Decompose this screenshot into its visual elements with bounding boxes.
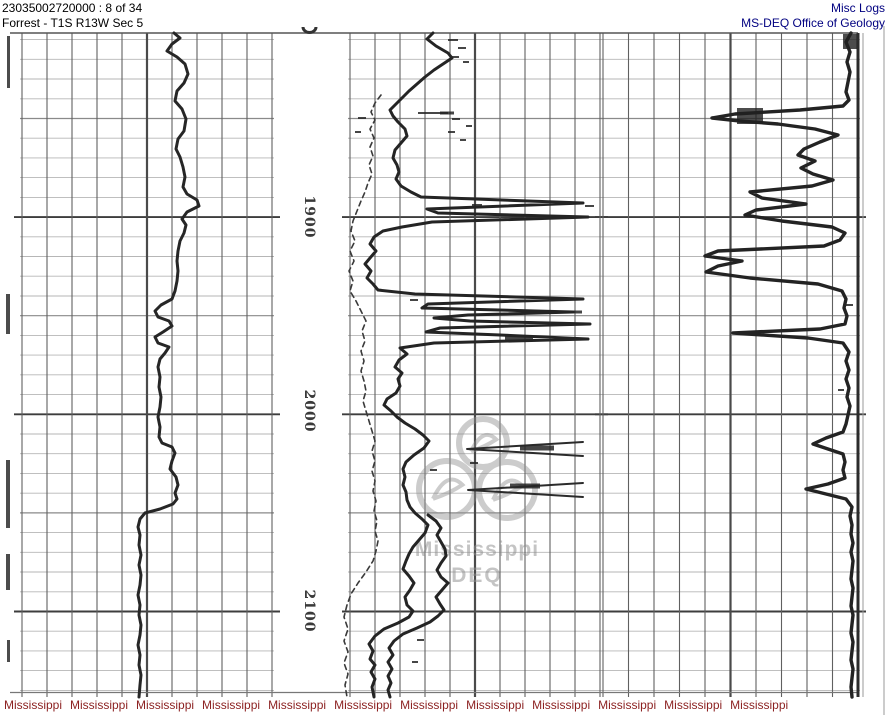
depth-label: 2000: [301, 389, 317, 433]
agency-name: MS-DEQ Office of Geology: [741, 16, 885, 30]
depth-label: 2100: [301, 589, 317, 633]
watermark-text-line2: DEQ: [451, 564, 503, 587]
log-category: Misc Logs: [830, 1, 885, 15]
footer-watermark-word: Mississippi: [400, 698, 459, 712]
depth-label: 1900: [301, 195, 317, 239]
footer-watermark-word: Mississippi: [730, 698, 789, 712]
sp-curve-track1: [136, 31, 201, 699]
footer-watermark-word: Mississippi: [136, 698, 195, 712]
footer-watermark-word: Mississippi: [532, 698, 591, 712]
spike-track2-b: [467, 482, 584, 498]
footer-watermark-word: Mississippi: [268, 698, 327, 712]
header-left: 23035002720000 : 8 of 34 Forrest - T1S R…: [2, 1, 143, 31]
document-id: 23035002720000 : 8 of 34: [2, 1, 143, 15]
well-location: Forrest - T1S R13W Sec 5: [2, 16, 144, 30]
header-right: Misc Logs MS-DEQ Office of Geology: [741, 1, 885, 31]
main-curve-track2: [363, 31, 592, 699]
footer-watermark-word: Mississippi: [598, 698, 657, 712]
dashed-curve-track2: [343, 94, 382, 698]
footer-watermark-word: Mississippi: [466, 698, 525, 712]
footer-watermark-word: Mississippi: [202, 698, 261, 712]
footer-watermark-word: Mississippi: [334, 698, 393, 712]
partial-depth-digit: [301, 26, 318, 34]
footer-watermark-word: Mississippi: [4, 698, 63, 712]
spike-track2-a: [466, 441, 584, 457]
secondary-curve-track2: [386, 513, 450, 699]
footer-watermark-word: Mississippi: [664, 698, 723, 712]
resistivity-curve-track3: [703, 31, 855, 699]
footer-watermark-row: Mississippi Mississippi Mississippi Mississ…: [4, 698, 886, 712]
footer-watermark-word: Mississippi: [70, 698, 129, 712]
watermark-text-line1: Mississippi: [415, 538, 539, 561]
